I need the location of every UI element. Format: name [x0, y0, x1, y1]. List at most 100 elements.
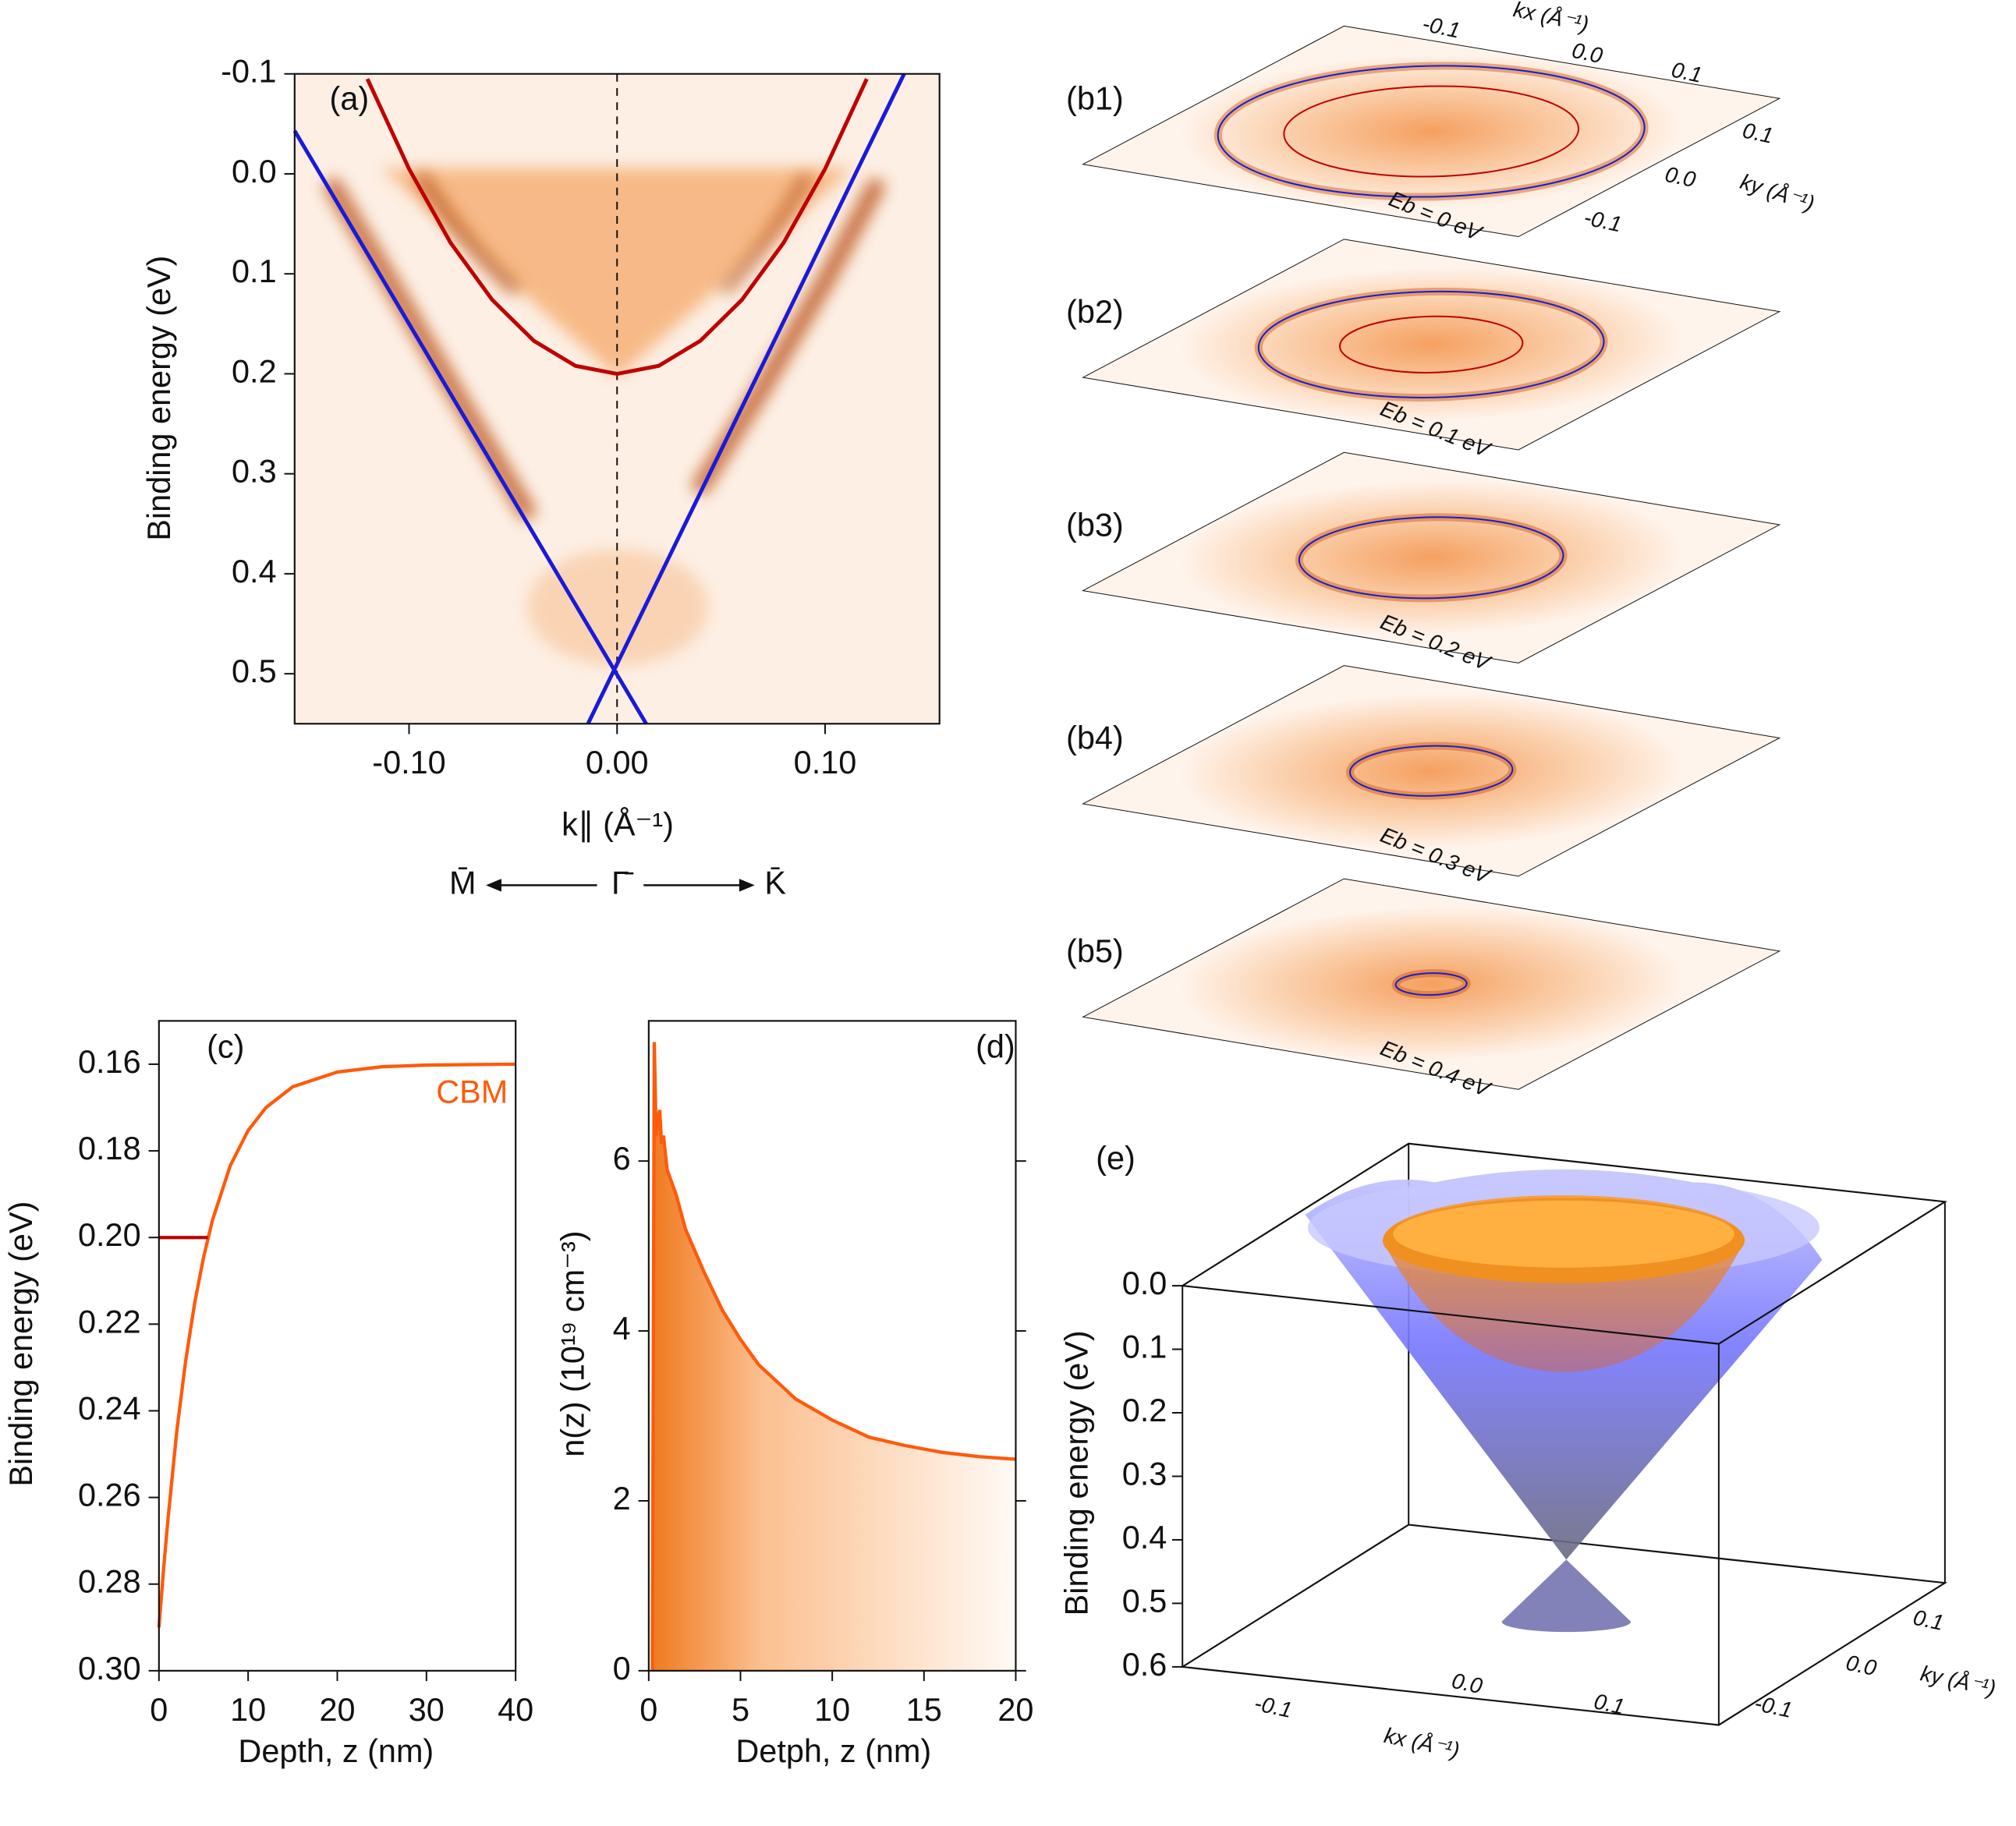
panel-label: (b5): [1066, 933, 1124, 969]
contour: [1383, 969, 1480, 999]
frame: [647, 1020, 1017, 1672]
slice: [1083, 452, 1780, 663]
direction-label: Γ̄: [611, 865, 634, 901]
line: [365, 78, 869, 377]
line: [650, 1042, 1016, 1671]
panel-label: (c): [207, 1029, 244, 1065]
x-tick-label: 0: [640, 1692, 657, 1728]
y-tick-label: 0.2: [232, 353, 277, 389]
slice: [1083, 26, 1780, 236]
z-tick-label: 0.0: [1122, 1265, 1167, 1301]
panel-label: (b2): [1066, 294, 1124, 330]
y-tick-label: 0: [613, 1651, 631, 1686]
y-tick-label: 0.22: [78, 1304, 141, 1339]
y-axis-label: Binding energy (eV): [141, 256, 177, 541]
y-tick-label: 6: [613, 1141, 631, 1177]
z-tick-label: 0.5: [1122, 1583, 1167, 1619]
contour: [1306, 306, 1557, 382]
z-tick-label: 0.2: [1122, 1393, 1167, 1428]
x-tick-label: 20: [997, 1692, 1033, 1728]
arpes-image: [294, 73, 940, 724]
x-tick-label: 30: [409, 1692, 445, 1728]
y-tick-label: 0.20: [78, 1217, 141, 1253]
contour: [1229, 70, 1633, 193]
x-tick-label: 0.10: [794, 745, 857, 780]
panel-label: (b1): [1066, 80, 1124, 116]
z-tick-label: 0.4: [1122, 1520, 1167, 1555]
arrow-head: [486, 879, 501, 892]
direction-label: M̄: [449, 865, 476, 901]
contour: [1139, 43, 1724, 220]
y-tick-label: 4: [613, 1311, 631, 1346]
ky-tick-label: 0.1: [1741, 118, 1776, 147]
kx-tick-label: -0.1: [1252, 1691, 1295, 1722]
y-tick-label: -0.1: [221, 54, 276, 90]
slice-plane: [1083, 26, 1780, 236]
slice-plane: [1083, 452, 1780, 663]
y-tick-label: 0.16: [78, 1044, 141, 1080]
y-axis-label: Binding energy (eV): [3, 1201, 39, 1487]
ky-label: ky (Å⁻¹): [1738, 169, 1818, 216]
ky-tick-label: -0.1: [1752, 1691, 1795, 1722]
kx-tick-label: -0.1: [1420, 12, 1462, 43]
kx-tick-label: 0.1: [1592, 1689, 1627, 1718]
z-tick-label: 0.1: [1122, 1329, 1167, 1364]
x-tick-label: 20: [319, 1692, 355, 1728]
kx-label: kx (Å⁻¹): [1382, 1723, 1462, 1763]
panel-label: (d): [976, 1029, 1015, 1065]
ky-tick-label: -0.1: [1582, 205, 1624, 236]
y-tick-label: 0.1: [232, 253, 277, 289]
slice: [1083, 666, 1780, 876]
panel-label: (b4): [1066, 720, 1124, 756]
line: [292, 129, 648, 725]
slice-plane: [1083, 239, 1780, 450]
direction-row: M̄ Γ̄ K̄: [449, 865, 786, 901]
contour: [1195, 273, 1668, 416]
frame: [293, 73, 941, 725]
line: [157, 1062, 516, 1628]
x-axis-label: Depth, z (nm): [238, 1733, 434, 1769]
direction-label: K̄: [764, 865, 786, 901]
kx-tick-label: 0.0: [1570, 38, 1605, 69]
z-axis-label: Binding energy (eV): [1059, 1330, 1095, 1615]
x-tick-label: 0.00: [586, 745, 649, 780]
arrow-head: [739, 879, 755, 892]
y-tick-label: 0.5: [232, 653, 277, 689]
slice-plane: [1083, 879, 1780, 1089]
x-axis-label: k∥ (Å⁻¹): [562, 807, 674, 843]
area: [652, 1042, 1016, 1671]
x-tick-label: 40: [498, 1692, 533, 1728]
x-tick-label: 10: [814, 1692, 850, 1728]
panel-label: (b3): [1066, 507, 1124, 543]
line: [586, 73, 906, 725]
ky-tick-label: 0.1: [1911, 1605, 1946, 1635]
ky-label: ky (Å⁻¹): [1919, 1661, 1998, 1700]
x-axis-label: Detph, z (nm): [735, 1733, 931, 1769]
y-tick-label: 0.28: [78, 1564, 141, 1600]
x-tick-label: -0.10: [372, 745, 445, 780]
z-tick-label: 0.3: [1122, 1456, 1167, 1492]
annotation: CBM: [436, 1074, 508, 1110]
y-tick-label: 0.4: [232, 554, 277, 589]
x-tick-label: 10: [230, 1692, 266, 1728]
y-tick-label: 0.0: [232, 154, 277, 189]
y-tick-label: 0.26: [78, 1477, 141, 1513]
y-tick-label: 2: [613, 1481, 631, 1516]
kx-tick-label: 0.0: [1450, 1669, 1485, 1699]
y-tick-label: 0.18: [78, 1131, 141, 1166]
contour: [1250, 503, 1612, 612]
kx-tick-label: 0.1: [1670, 57, 1705, 87]
panel-label: (e): [1096, 1140, 1136, 1176]
y-axis-label: n(z) (10¹⁹ cm⁻³): [554, 1230, 590, 1456]
x-tick-label: 15: [906, 1692, 942, 1728]
kx-label: kx (Å⁻¹): [1511, 0, 1591, 37]
y-tick-label: 0.3: [232, 454, 277, 490]
z-tick-label: 0.6: [1122, 1647, 1167, 1683]
surface-3d: [1180, 1142, 1948, 1726]
y-tick-label: 0.30: [78, 1651, 141, 1686]
slice: [1083, 879, 1780, 1089]
x-tick-label: 0: [150, 1692, 168, 1728]
frame: [158, 1020, 517, 1672]
